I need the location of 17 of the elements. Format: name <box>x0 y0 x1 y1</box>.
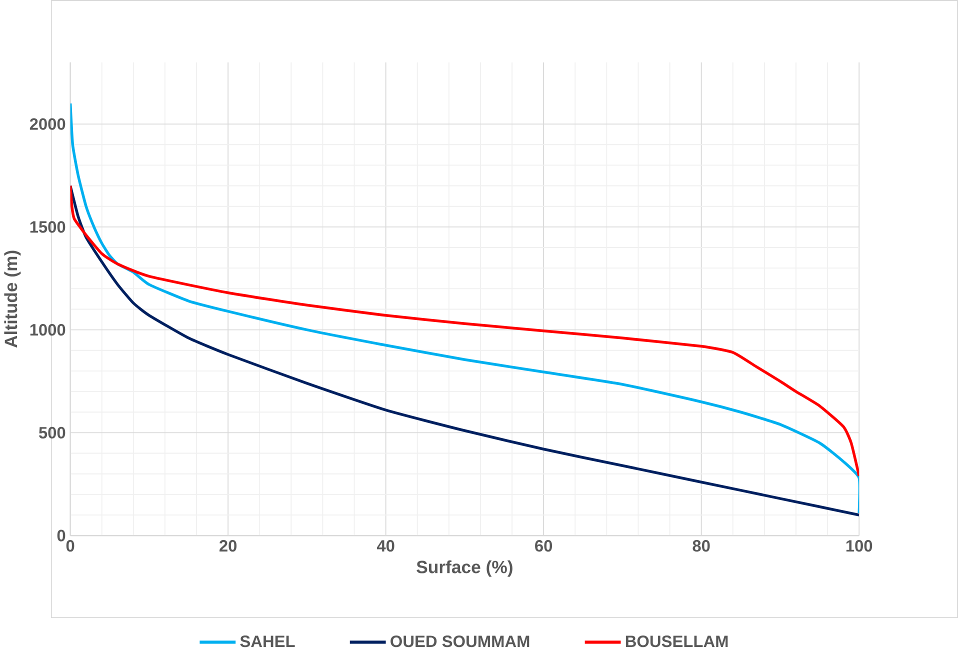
x-tick-label: 0 <box>66 540 74 552</box>
x-tick-label: 40 <box>376 540 394 552</box>
line-series <box>70 102 860 514</box>
legend-label: SAHEL <box>240 636 295 648</box>
y-tick-label: 500 <box>38 426 66 439</box>
y-tick-label: 2000 <box>30 118 66 130</box>
x-axis-title: Surface (%) <box>416 560 512 577</box>
x-tick-label: 20 <box>220 540 237 552</box>
legend-label: BOUSELLAM <box>626 636 728 648</box>
y-tick-label: 0 <box>57 530 66 542</box>
x-tick-label: 80 <box>692 540 710 552</box>
x-tick-label: 100 <box>846 540 872 552</box>
y-tick-label: 1000 <box>30 324 66 336</box>
y-tick-label: 1500 <box>30 221 66 233</box>
legend-label: OUED SOUMMAM <box>390 636 530 648</box>
y-axis-title: Altitude (m) <box>4 250 21 348</box>
x-tick-label: 60 <box>535 540 552 552</box>
